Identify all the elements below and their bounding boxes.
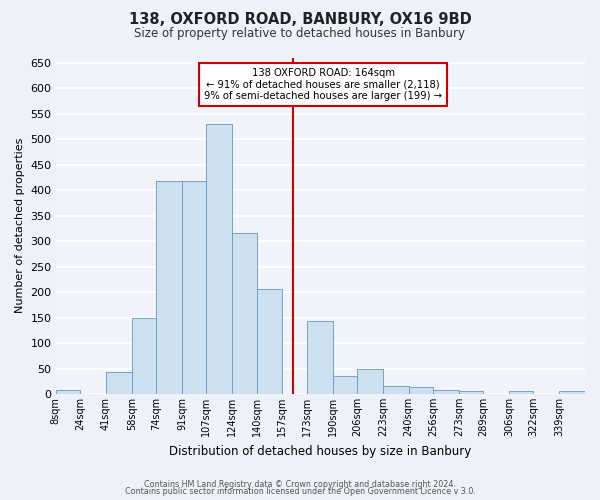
Bar xyxy=(206,124,232,394)
Bar xyxy=(332,376,357,394)
Bar xyxy=(156,181,182,394)
Bar xyxy=(182,182,206,394)
Text: Contains public sector information licensed under the Open Government Licence v : Contains public sector information licen… xyxy=(125,488,475,496)
Bar xyxy=(383,386,409,394)
Text: 138, OXFORD ROAD, BANBURY, OX16 9BD: 138, OXFORD ROAD, BANBURY, OX16 9BD xyxy=(128,12,472,28)
Bar xyxy=(132,318,156,394)
Bar xyxy=(56,390,80,394)
Bar xyxy=(509,392,533,394)
Text: 138 OXFORD ROAD: 164sqm
← 91% of detached houses are smaller (2,118)
9% of semi-: 138 OXFORD ROAD: 164sqm ← 91% of detache… xyxy=(204,68,442,101)
X-axis label: Distribution of detached houses by size in Banbury: Distribution of detached houses by size … xyxy=(169,444,472,458)
Bar xyxy=(357,369,383,394)
Bar xyxy=(232,234,257,394)
Bar xyxy=(106,372,132,394)
Bar xyxy=(257,290,283,394)
Bar xyxy=(559,392,585,394)
Y-axis label: Number of detached properties: Number of detached properties xyxy=(15,138,25,314)
Text: Size of property relative to detached houses in Banbury: Size of property relative to detached ho… xyxy=(134,28,466,40)
Text: Contains HM Land Registry data © Crown copyright and database right 2024.: Contains HM Land Registry data © Crown c… xyxy=(144,480,456,489)
Bar xyxy=(409,387,433,394)
Bar xyxy=(307,321,332,394)
Bar xyxy=(459,392,483,394)
Bar xyxy=(433,390,459,394)
